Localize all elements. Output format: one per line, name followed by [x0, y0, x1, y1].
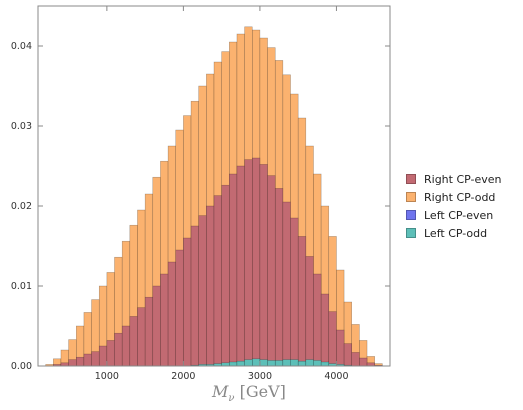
bar-left-cp-odd [236, 360, 245, 367]
bar-left-cp-odd [320, 361, 330, 367]
bar-right-cp-even [198, 215, 207, 367]
y-tick-label: 0.02 [11, 201, 32, 212]
bar-right-cp-even [206, 205, 215, 367]
bar-right-cp-even [98, 345, 108, 367]
x-tick-label: 3000 [248, 371, 272, 382]
bar-right-cp-even [282, 201, 291, 367]
legend-item-left-cp-even: Left CP-even [406, 206, 502, 224]
bar-right-cp-even [167, 261, 176, 367]
bar-right-cp-even [305, 256, 314, 367]
bar-right-cp-even [190, 225, 199, 367]
x-axis-label: Mν [GeV] [212, 382, 286, 404]
axis-ticks: 1000 2000 3000 4000 0.00 0.01 0.02 0.03 0.04 [11, 6, 390, 382]
x-tick-label: 2000 [171, 371, 195, 382]
bar-right-cp-even [274, 188, 284, 367]
x-axis-symbol: M [212, 382, 229, 401]
bar-left-cp-odd [229, 361, 238, 367]
bar-left-cp-odd [259, 359, 268, 367]
legend-swatch-right-cp-even [406, 174, 416, 184]
bar-right-cp-even [290, 217, 299, 367]
x-tick-label: 1000 [95, 371, 119, 382]
bar-left-cp-odd [244, 359, 253, 367]
bar-right-cp-even [259, 164, 268, 367]
bars-layer [45, 26, 383, 367]
legend-swatch-left-cp-odd [406, 228, 416, 238]
plot-frame [37, 5, 391, 367]
bar-left-cp-odd [267, 360, 276, 367]
bar-right-cp-even [175, 249, 184, 367]
legend-label-right-cp-even: Right CP-even [424, 172, 502, 186]
bar-right-cp-even [229, 173, 238, 367]
bar-right-cp-even [137, 307, 146, 367]
bar-right-cp-even [351, 352, 360, 367]
bar-right-cp-even [297, 236, 307, 367]
legend-swatch-left-cp-even [406, 210, 416, 220]
legend-item-right-cp-odd: Right CP-odd [406, 188, 502, 206]
legend: Right CP-even Right CP-odd Left CP-even … [406, 170, 502, 242]
y-tick-label: 0.00 [11, 361, 32, 372]
bar-right-cp-even [114, 332, 123, 367]
bar-right-cp-even [221, 184, 230, 367]
y-tick-label: 0.04 [11, 41, 32, 52]
bar-right-cp-even [160, 273, 169, 367]
bar-right-cp-even [236, 165, 245, 367]
bar-left-cp-odd [297, 360, 307, 367]
legend-label-right-cp-odd: Right CP-odd [424, 190, 496, 204]
bar-right-cp-even [313, 273, 322, 367]
bar-right-cp-even [76, 356, 85, 367]
legend-item-left-cp-odd: Left CP-odd [406, 224, 502, 242]
bar-right-cp-even [213, 195, 222, 367]
bar-right-cp-even [328, 311, 337, 367]
bar-right-cp-even [106, 340, 115, 367]
bar-right-cp-even [244, 159, 253, 367]
legend-label-left-cp-odd: Left CP-odd [424, 226, 488, 240]
bar-left-cp-odd [252, 358, 261, 367]
bar-right-cp-even [121, 325, 131, 367]
bar-right-cp-even [129, 316, 138, 367]
legend-label-left-cp-even: Left CP-even [424, 208, 494, 222]
y-tick-label: 0.03 [11, 121, 32, 132]
bar-right-cp-even [144, 296, 154, 367]
bar-right-cp-even [320, 293, 330, 367]
bar-right-cp-even [68, 359, 77, 367]
bar-right-cp-even [152, 285, 161, 367]
x-tick-label: 4000 [324, 371, 348, 382]
bar-right-cp-even [83, 353, 92, 367]
bar-right-cp-even [183, 237, 192, 367]
bar-right-cp-even [336, 329, 345, 367]
bar-right-cp-even [343, 343, 352, 367]
bar-right-cp-even [91, 351, 100, 367]
bar-left-cp-odd [313, 360, 322, 367]
x-axis-unit: [GeV] [239, 382, 286, 401]
bar-left-cp-odd [274, 360, 284, 367]
bar-left-cp-odd [290, 359, 299, 367]
bar-right-cp-even [252, 157, 261, 367]
bar-left-cp-odd [282, 359, 291, 367]
bar-right-cp-even [359, 357, 368, 367]
x-axis-subscript: ν [228, 393, 235, 405]
legend-item-right-cp-even: Right CP-even [406, 170, 502, 188]
bar-left-cp-odd [305, 359, 314, 367]
bar-right-cp-even [267, 175, 276, 367]
y-tick-label: 0.01 [11, 281, 32, 292]
legend-swatch-right-cp-odd [406, 192, 416, 202]
